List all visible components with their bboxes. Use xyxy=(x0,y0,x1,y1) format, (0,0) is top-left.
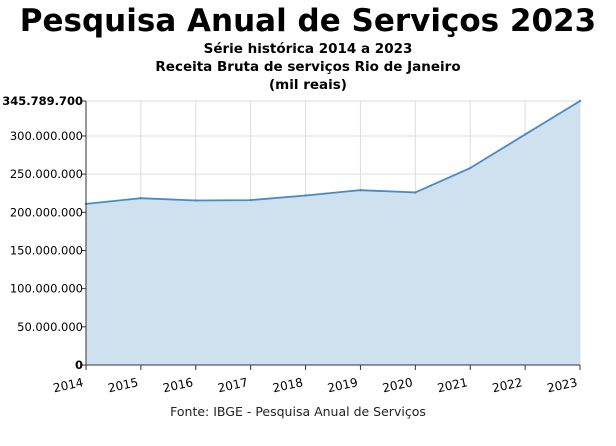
y-tick-label: 100.000.000 xyxy=(10,282,83,296)
x-tick-label: 2023 xyxy=(546,375,579,395)
data-point xyxy=(523,133,527,136)
data-point xyxy=(414,191,417,194)
x-tick-label: 2018 xyxy=(271,375,304,395)
chart-subtitle-line-2: Receita Bruta de serviços Rio de Janeiro xyxy=(155,59,461,75)
x-tick-label: 2021 xyxy=(436,375,469,395)
y-tick-label: 250.000.000 xyxy=(10,167,83,181)
data-point xyxy=(469,166,472,170)
data-point xyxy=(359,188,362,192)
data-point xyxy=(304,194,307,197)
series-area xyxy=(86,101,580,365)
x-tick-label: 2022 xyxy=(491,375,524,395)
x-tick-label: 2014 xyxy=(52,375,85,395)
page-title: Pesquisa Anual de Serviços 2023 xyxy=(19,3,597,39)
y-tick-label: 345.789.700 xyxy=(2,94,83,108)
y-tick-label: 0 xyxy=(75,358,83,372)
chart-subtitle-line-1: Série histórica 2014 a 2023 xyxy=(203,41,413,57)
y-tick-label: 300.000.000 xyxy=(10,129,83,143)
series-line xyxy=(85,100,581,205)
source-note: Fonte: IBGE - Pesquisa Anual de Serviços xyxy=(170,404,426,419)
x-tick-label: 2017 xyxy=(217,375,250,395)
chart-subtitle-line-3: (mil reais) xyxy=(269,77,347,93)
x-tick-label: 2019 xyxy=(326,375,359,395)
y-tick-label: 50.000.000 xyxy=(17,320,83,334)
x-tick-label: 2016 xyxy=(162,375,195,395)
y-tick-label: 200.000.000 xyxy=(10,205,83,219)
data-point xyxy=(249,198,252,202)
x-tick-label: 2020 xyxy=(381,375,414,395)
data-point xyxy=(194,199,197,202)
y-tick-label: 150.000.000 xyxy=(10,243,83,257)
x-tick-label: 2015 xyxy=(107,375,140,395)
data-point xyxy=(578,99,582,103)
data-point xyxy=(139,196,143,200)
